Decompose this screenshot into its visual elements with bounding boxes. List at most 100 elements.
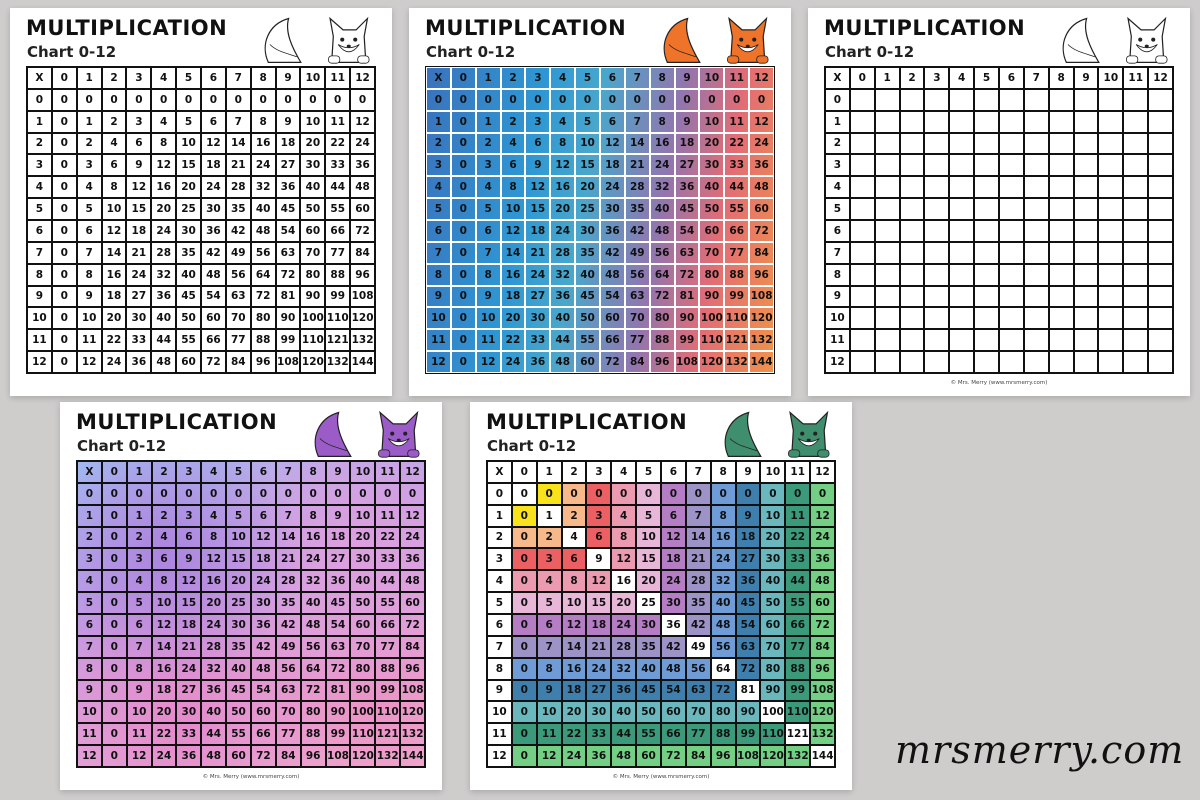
product-cell: 48: [201, 263, 226, 286]
product-cell: 44: [375, 570, 401, 593]
product-cell: 21: [586, 635, 612, 658]
product-cell: 22: [375, 526, 401, 549]
product-cell: 0: [511, 570, 537, 593]
product-cell: [1148, 351, 1173, 373]
blue-chart-sheet: MULTIPLICATION Chart 0-12 X 0 1 2 3 4 5 6 7 8 9 10 1…: [409, 8, 791, 396]
product-cell: 48: [600, 263, 625, 286]
product-cell: 120: [350, 745, 376, 767]
product-cell: 48: [710, 614, 736, 636]
product-cell: [949, 110, 975, 133]
product-cell: [974, 132, 999, 155]
product-cell: 1: [475, 110, 501, 133]
product-cell: 44: [611, 723, 637, 746]
product-cell: 84: [749, 241, 774, 264]
product-cell: 0: [699, 88, 725, 111]
product-cell: 77: [225, 329, 251, 352]
product-cell: 49: [225, 241, 251, 264]
column-header: 10: [760, 461, 786, 483]
product-cell: 72: [674, 263, 700, 286]
product-cell: 70: [760, 635, 786, 658]
product-cell: 72: [710, 679, 736, 702]
product-cell: 5: [536, 592, 562, 614]
product-cell: 70: [300, 241, 326, 264]
product-cell: 49: [275, 635, 301, 658]
product-cell: 8: [550, 132, 576, 155]
product-cell: 132: [350, 329, 375, 352]
product-cell: 24: [649, 154, 675, 177]
product-cell: 36: [674, 176, 700, 199]
product-cell: 0: [101, 657, 127, 680]
product-cell: 14: [225, 132, 251, 155]
product-cell: 28: [225, 176, 251, 199]
product-cell: 0: [300, 88, 326, 111]
product-cell: 21: [525, 241, 551, 264]
product-cell: 24: [661, 570, 686, 593]
product-cell: [899, 241, 925, 264]
column-header: 9: [275, 67, 301, 89]
product-cell: 40: [550, 307, 576, 330]
product-cell: 22: [500, 329, 526, 352]
product-cell: 0: [51, 198, 77, 220]
product-cell: 120: [749, 307, 774, 330]
product-cell: 0: [450, 285, 476, 308]
product-cell: 20: [350, 526, 376, 549]
column-header: 1: [874, 67, 900, 89]
product-cell: 21: [225, 154, 251, 177]
product-cell: 84: [624, 351, 650, 373]
product-cell: [1123, 198, 1149, 220]
product-cell: 0: [450, 351, 476, 373]
product-cell: 10: [151, 592, 177, 614]
product-cell: 27: [176, 679, 202, 702]
product-cell: 40: [710, 592, 736, 614]
product-cell: 12: [600, 132, 625, 155]
product-cell: 0: [51, 351, 77, 373]
product-cell: 0: [325, 482, 351, 505]
product-cell: 0: [51, 263, 77, 286]
product-cell: 144: [810, 745, 835, 767]
product-cell: 0: [450, 88, 476, 111]
product-cell: 80: [300, 263, 326, 286]
product-cell: 27: [275, 154, 301, 177]
column-header: 12: [400, 461, 425, 483]
product-cell: 0: [101, 504, 127, 527]
product-cell: 55: [724, 198, 750, 220]
product-cell: [1073, 88, 1099, 111]
product-cell: 63: [325, 635, 351, 658]
product-cell: 9: [275, 110, 301, 133]
sheet-title: MULTIPLICATION: [26, 16, 228, 40]
product-cell: 10: [536, 701, 562, 724]
product-cell: 27: [126, 285, 152, 308]
row-header: 12: [77, 745, 102, 767]
product-cell: 14: [685, 526, 711, 549]
product-cell: 72: [300, 679, 326, 702]
product-cell: 35: [226, 635, 251, 658]
product-cell: 88: [375, 657, 401, 680]
product-cell: 7: [275, 504, 301, 527]
product-cell: 14: [500, 241, 526, 264]
product-cell: [949, 154, 975, 177]
product-cell: 8: [300, 504, 326, 527]
product-cell: [849, 285, 875, 308]
product-cell: 0: [749, 88, 774, 111]
product-cell: 35: [275, 592, 301, 614]
white-chart-sheet: MULTIPLICATION Chart 0-12 X 0 1 2 3 4 5 6 7 8 9 10 1…: [10, 8, 392, 396]
product-cell: [899, 351, 925, 373]
product-cell: [1148, 329, 1173, 352]
product-cell: 36: [400, 548, 425, 571]
row-header: 9: [27, 285, 52, 308]
sheet-footer: © Mrs. Merry (www.mrsmerry.com): [950, 380, 1048, 386]
product-cell: 5: [76, 198, 102, 220]
product-cell: 30: [636, 614, 661, 636]
product-cell: 10: [575, 132, 600, 155]
product-cell: 16: [151, 657, 177, 680]
product-cell: 72: [400, 614, 425, 636]
row-header: 10: [825, 307, 850, 330]
product-cell: 40: [611, 701, 637, 724]
product-cell: 84: [810, 635, 835, 658]
product-cell: 56: [250, 241, 276, 264]
product-cell: [974, 198, 999, 220]
fox-icon: [724, 410, 830, 458]
product-cell: 50: [350, 592, 376, 614]
product-cell: 32: [611, 657, 637, 680]
product-cell: 24: [101, 351, 127, 373]
